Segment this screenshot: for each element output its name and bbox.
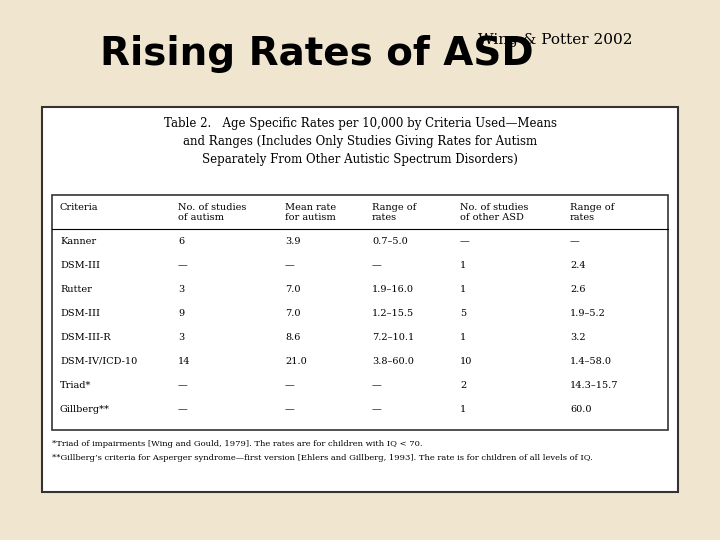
Text: 2.4: 2.4 (570, 261, 585, 270)
Text: Wing & Potter 2002: Wing & Potter 2002 (478, 33, 632, 47)
Text: Mean rate: Mean rate (285, 203, 336, 212)
Text: 14.3–15.7: 14.3–15.7 (570, 381, 618, 390)
Text: 7.0: 7.0 (285, 285, 300, 294)
Text: 1: 1 (460, 285, 467, 294)
Text: 21.0: 21.0 (285, 357, 307, 366)
Text: rates: rates (570, 213, 595, 222)
Text: —: — (460, 237, 469, 246)
Text: Separately From Other Autistic Spectrum Disorders): Separately From Other Autistic Spectrum … (202, 153, 518, 166)
Text: —: — (570, 237, 580, 246)
Text: —: — (372, 405, 382, 414)
Text: Rutter: Rutter (60, 285, 92, 294)
Text: 1.9–5.2: 1.9–5.2 (570, 309, 606, 318)
Text: 2.6: 2.6 (570, 285, 585, 294)
Text: —: — (372, 381, 382, 390)
Text: *Triad of impairments [Wing and Gould, 1979]. The rates are for children with IQ: *Triad of impairments [Wing and Gould, 1… (52, 440, 423, 448)
Text: 1: 1 (460, 261, 467, 270)
Text: and Ranges (Includes Only Studies Giving Rates for Autism: and Ranges (Includes Only Studies Giving… (183, 135, 537, 148)
Text: 1.9–16.0: 1.9–16.0 (372, 285, 414, 294)
Text: 3: 3 (178, 285, 184, 294)
Text: 7.0: 7.0 (285, 309, 300, 318)
Text: —: — (178, 405, 188, 414)
Text: —: — (178, 381, 188, 390)
Text: 2: 2 (460, 381, 467, 390)
Text: rates: rates (372, 213, 397, 222)
Text: 3.8–60.0: 3.8–60.0 (372, 357, 414, 366)
FancyBboxPatch shape (52, 195, 668, 430)
Text: 3: 3 (178, 333, 184, 342)
Text: for autism: for autism (285, 213, 336, 222)
Text: 9: 9 (178, 309, 184, 318)
Text: 1.2–15.5: 1.2–15.5 (372, 309, 414, 318)
Text: 3.9: 3.9 (285, 237, 300, 246)
Text: Range of: Range of (570, 203, 614, 212)
Text: —: — (178, 261, 188, 270)
Text: DSM-III: DSM-III (60, 261, 100, 270)
Text: Range of: Range of (372, 203, 416, 212)
Text: 1: 1 (460, 333, 467, 342)
Text: No. of studies: No. of studies (178, 203, 246, 212)
Text: Table 2.   Age Specific Rates per 10,000 by Criteria Used—Means: Table 2. Age Specific Rates per 10,000 b… (163, 117, 557, 130)
Text: 3.2: 3.2 (570, 333, 585, 342)
Text: DSM-IV/ICD-10: DSM-IV/ICD-10 (60, 357, 138, 366)
Text: —: — (372, 261, 382, 270)
Text: Criteria: Criteria (60, 203, 99, 212)
Text: of other ASD: of other ASD (460, 213, 524, 222)
Text: DSM-III: DSM-III (60, 309, 100, 318)
FancyBboxPatch shape (42, 107, 678, 492)
Text: Gillberg**: Gillberg** (60, 405, 110, 414)
Text: 10: 10 (460, 357, 472, 366)
Text: Triad*: Triad* (60, 381, 91, 390)
Text: —: — (285, 405, 294, 414)
Text: 8.6: 8.6 (285, 333, 300, 342)
Text: of autism: of autism (178, 213, 224, 222)
Text: 14: 14 (178, 357, 191, 366)
Text: —: — (285, 381, 294, 390)
Text: No. of studies: No. of studies (460, 203, 528, 212)
Text: 0.7–5.0: 0.7–5.0 (372, 237, 408, 246)
Text: 1.4–58.0: 1.4–58.0 (570, 357, 612, 366)
Text: 1: 1 (460, 405, 467, 414)
Text: DSM-III-R: DSM-III-R (60, 333, 111, 342)
Text: 5: 5 (460, 309, 466, 318)
Text: Kanner: Kanner (60, 237, 96, 246)
Text: 6: 6 (178, 237, 184, 246)
Text: 7.2–10.1: 7.2–10.1 (372, 333, 414, 342)
Text: —: — (285, 261, 294, 270)
Text: **Gillberg’s criteria for Asperger syndrome—first version [Ehlers and Gillberg, : **Gillberg’s criteria for Asperger syndr… (52, 454, 593, 462)
Text: Rising Rates of ASD: Rising Rates of ASD (100, 35, 534, 73)
Text: 60.0: 60.0 (570, 405, 592, 414)
